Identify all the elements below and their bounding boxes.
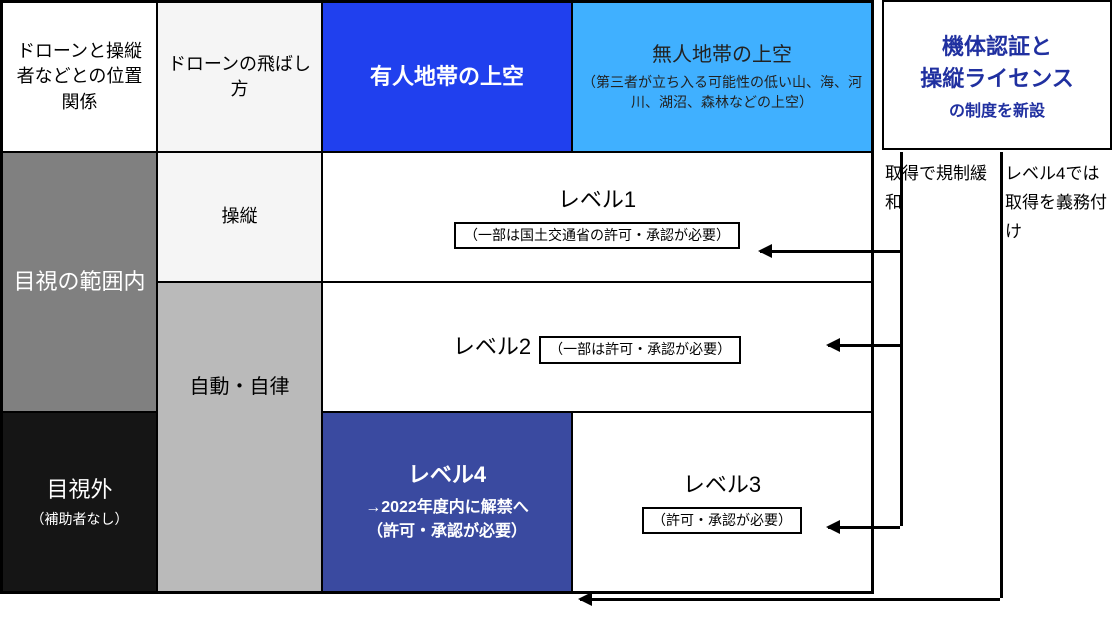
drone-level-grid: ドローンと操縦者などとの位置関係 ドローンの飛ばし方 有人地帯の上空 無人地帯の… — [0, 0, 874, 594]
right-note-mandatory: レベル4では取得を義務付け — [1005, 160, 1115, 247]
arrow-head-level2 — [826, 338, 840, 352]
right-title2: 操縦ライセンス — [920, 61, 1074, 93]
cell-piloted: 操縦 — [157, 152, 322, 282]
header-fly-method: ドローンの飛ばし方 — [157, 2, 322, 152]
arrow-head-level3 — [826, 520, 840, 534]
level3-note: （許可・承認が必要） — [642, 507, 802, 535]
header-unmanned-zone: 無人地帯の上空 （第三者が立ち入る可能性の低い山、海、河川、湖沼、森林などの上空… — [572, 2, 872, 152]
auto-text: 自動・自律 — [190, 373, 290, 401]
level3-label: レベル3 — [683, 470, 761, 501]
row-visual-inside: 目視の範囲内 — [2, 152, 157, 412]
arrow-to-level1 — [760, 250, 900, 253]
level4-line3: （許可・承認が必要） — [367, 521, 527, 543]
arrow-to-level4 — [580, 598, 1000, 601]
header-unmanned-sub: （第三者が立ち入る可能性の低い山、海、河川、湖沼、森林などの上空） — [579, 73, 865, 112]
connector-vertical-2 — [1000, 152, 1003, 598]
visual-outside-sub: （補助者なし） — [31, 510, 129, 530]
right-title3: の制度を新設 — [949, 97, 1045, 121]
piloted-text: 操縦 — [222, 204, 258, 229]
level1-label: レベル1 — [558, 185, 636, 216]
header-manned-text: 有人地帯の上空 — [370, 62, 524, 93]
header-fly-text: ドローンの飛ばし方 — [164, 52, 315, 102]
header-unmanned-title: 無人地帯の上空 — [652, 41, 792, 69]
level4-label: レベル4 — [408, 460, 486, 491]
level2-note: （一部は許可・承認が必要） — [539, 336, 741, 364]
right-title1: 機体認証と — [942, 29, 1052, 61]
level2-label: レベル2 — [453, 332, 531, 363]
level1-note: （一部は国土交通省の許可・承認が必要） — [454, 222, 740, 250]
header-relation: ドローンと操縦者などとの位置関係 — [2, 2, 157, 152]
cell-level3: レベル3 （許可・承認が必要） — [572, 412, 872, 592]
cell-level1: レベル1 （一部は国土交通省の許可・承認が必要） — [322, 152, 872, 282]
header-relation-text: ドローンと操縦者などとの位置関係 — [9, 39, 150, 115]
visual-outside-text: 目視外 — [46, 475, 112, 506]
row-visual-outside: 目視外 （補助者なし） — [2, 412, 157, 592]
right-panel-new-system: 機体認証と 操縦ライセンス の制度を新設 — [882, 0, 1112, 150]
cell-auto: 自動・自律 — [157, 282, 322, 592]
arrow-head-level1 — [758, 244, 772, 258]
header-manned-zone: 有人地帯の上空 — [322, 2, 572, 152]
arrow-head-level4 — [578, 592, 592, 606]
visual-inside-text: 目視の範囲内 — [13, 267, 145, 298]
cell-level2: レベル2 （一部は許可・承認が必要） — [322, 282, 872, 412]
connector-vertical-1 — [900, 152, 903, 526]
cell-level4: レベル4 →2022年度内に解禁へ （許可・承認が必要） — [322, 412, 572, 592]
level4-line2: →2022年度内に解禁へ — [365, 497, 529, 519]
